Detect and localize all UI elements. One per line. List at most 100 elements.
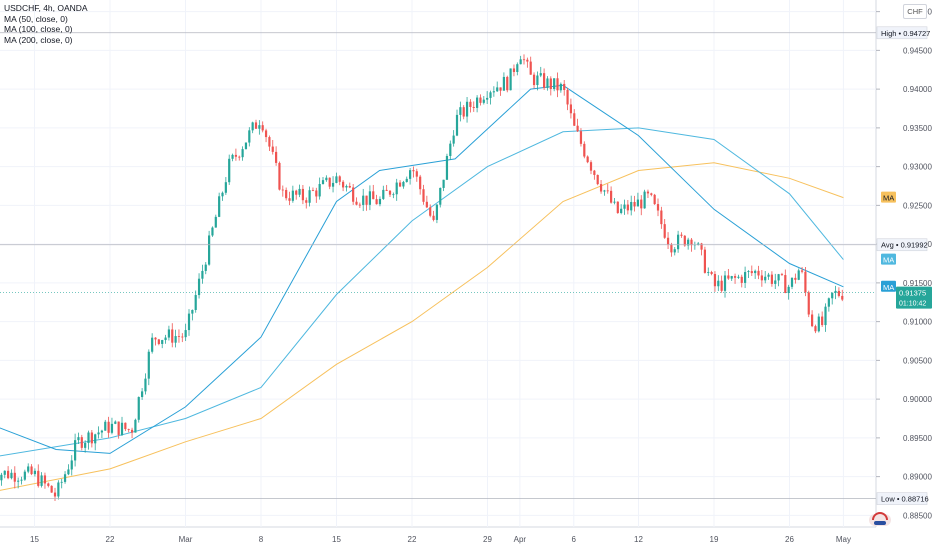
candle-body <box>841 295 844 300</box>
candle-body <box>596 174 599 185</box>
candle-body <box>573 113 576 126</box>
candle-body <box>352 187 355 202</box>
time-tick-label: 22 <box>408 535 417 544</box>
candle-body <box>563 83 566 90</box>
candle-body <box>509 68 512 91</box>
candle-body <box>670 244 673 253</box>
candle-body <box>680 234 683 236</box>
candle-body <box>174 336 177 343</box>
time-tick-label: 22 <box>106 535 115 544</box>
candle-body <box>40 475 43 486</box>
candle-body <box>710 271 713 274</box>
candle-body <box>482 99 485 103</box>
candle-body <box>784 275 787 294</box>
candle-body <box>442 179 445 188</box>
candle-body <box>271 146 274 152</box>
candle-body <box>23 471 26 480</box>
price-tick-label: 0.90500 <box>903 356 932 365</box>
candle-body <box>164 337 167 341</box>
candle-body <box>452 135 455 144</box>
candle-body <box>754 270 757 274</box>
reference-lines <box>0 32 876 499</box>
candle-body <box>579 131 583 144</box>
candle-body <box>767 274 770 277</box>
ma100-legend[interactable]: MA (100, close, 0) <box>4 24 73 34</box>
candle-body <box>717 280 720 287</box>
candle-body <box>546 78 549 88</box>
candle-body <box>569 104 573 114</box>
time-axis[interactable]: 15 22 Mar 8 15 22 29 Apr 6 12 19 26 May <box>30 535 851 544</box>
candle-body <box>519 59 522 65</box>
time-tick-label: 15 <box>30 535 39 544</box>
candle-body <box>613 201 616 203</box>
candle-body <box>536 75 539 86</box>
price-tick-label: 0.94500 <box>903 46 932 55</box>
candle-body <box>204 264 207 271</box>
candle-body <box>492 91 495 93</box>
candle-body <box>720 280 723 291</box>
candle-body <box>395 182 398 195</box>
currency-button[interactable]: CHF <box>903 4 927 19</box>
candle-body <box>130 429 134 433</box>
candle-body <box>821 316 824 326</box>
price-tick-label: 0.91000 <box>903 318 932 327</box>
ma200-legend[interactable]: MA (200, close, 0) <box>4 34 73 45</box>
candle-body <box>137 397 140 420</box>
candle-body <box>640 199 643 209</box>
candle-body <box>100 430 104 433</box>
candle-body <box>187 313 191 331</box>
candle-body <box>539 73 542 76</box>
avg-tag <box>876 238 928 252</box>
time-tick-label: 8 <box>259 535 264 544</box>
candle-body <box>673 249 676 253</box>
candle-body <box>120 422 124 435</box>
candle-body <box>77 437 80 441</box>
candle-body <box>723 275 727 291</box>
candle-body <box>666 237 670 245</box>
candle-body <box>794 277 797 280</box>
candle-body <box>234 154 238 157</box>
candle-body <box>831 292 834 299</box>
candle-body <box>449 143 452 156</box>
price-tick-label: 0.90000 <box>903 395 932 404</box>
candle-body <box>264 130 268 138</box>
candle-body <box>70 460 73 470</box>
candle-body <box>630 201 633 211</box>
candle-body <box>110 423 114 433</box>
candle-body <box>439 187 442 205</box>
candle-body <box>177 336 181 337</box>
candle-body <box>409 170 412 179</box>
candle-body <box>797 270 800 280</box>
candle-body <box>311 190 315 192</box>
candle-body <box>74 440 77 461</box>
candle-body <box>53 492 57 497</box>
candle-body <box>419 176 422 190</box>
ma50-legend[interactable]: MA (50, close, 0) <box>4 13 68 24</box>
candle-body <box>543 73 546 88</box>
candle-body <box>3 470 6 475</box>
candle-body <box>713 273 717 287</box>
candle-body <box>566 89 569 105</box>
ma50-line <box>0 84 844 454</box>
time-tick-label: Apr <box>514 535 527 544</box>
candle-body <box>30 466 33 475</box>
candle-body <box>690 239 693 246</box>
candle-body <box>231 154 234 159</box>
ma200-line <box>0 162 844 491</box>
candle-body <box>17 480 20 482</box>
ma100-tag-text: MA <box>883 256 894 265</box>
candle-body <box>60 481 63 483</box>
candle-body <box>342 181 345 188</box>
candle-body <box>298 188 301 195</box>
candle-body <box>469 101 472 107</box>
candle-body <box>355 201 358 205</box>
candle-body <box>191 309 194 314</box>
candle-body <box>516 64 519 72</box>
symbol-title[interactable]: USDCHF, 4h, OANDA <box>4 3 88 13</box>
low-tag-text: Low • 0.88716 <box>881 495 929 504</box>
candle-body <box>663 224 666 238</box>
candle-body <box>435 204 439 220</box>
candle-body <box>804 271 807 293</box>
candle-body <box>362 195 365 205</box>
